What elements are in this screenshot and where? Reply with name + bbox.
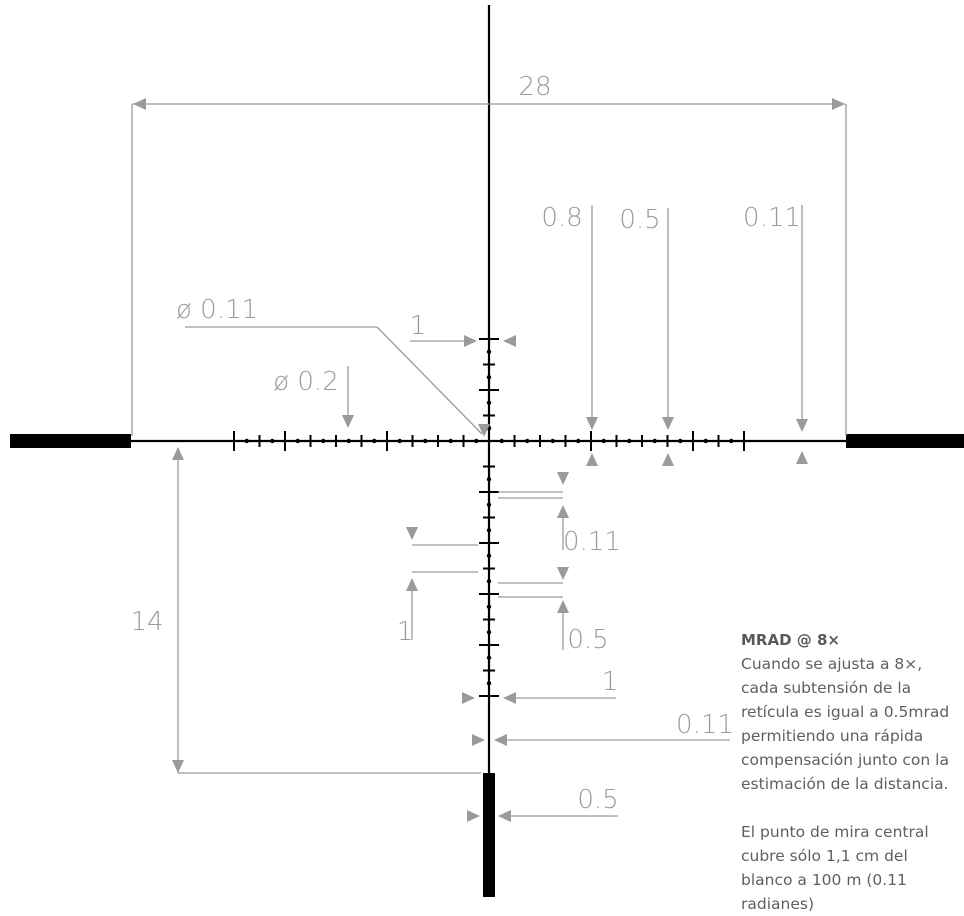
vertical-dot [486, 502, 492, 507]
vertical-dot [486, 553, 492, 558]
dimension-arrow [503, 335, 516, 347]
dimension-arrow [133, 98, 146, 110]
center-dot-diameter-label: ø 0.11 [176, 295, 258, 325]
dimension-lines [131, 103, 847, 817]
post-width-label: 0.5 [577, 785, 618, 815]
dimension-arrow [172, 760, 184, 773]
horizontal-dot [346, 438, 351, 444]
dot-spacing-label: 0.8 [541, 203, 582, 233]
horizontal-dot [576, 438, 581, 444]
dimension-arrow [467, 810, 480, 822]
horizontal-dot [499, 438, 504, 444]
horizontal-dot [525, 438, 530, 444]
dimension-arrow [406, 578, 418, 591]
dimension-arrow [342, 415, 354, 428]
dimension-arrow [498, 810, 511, 822]
horizontal-dot [550, 438, 555, 444]
vertical-dot [486, 349, 492, 354]
bottom-thick-post [483, 773, 495, 897]
horizontal-dot [321, 438, 326, 444]
horizontal-dot [372, 438, 377, 444]
left-thick-post [10, 434, 131, 448]
vertical-dot [486, 400, 492, 405]
dimension-arrow [464, 335, 477, 347]
horizontal-dot [295, 438, 300, 444]
tick-spacing-label: 0.5 [619, 205, 660, 235]
vertical-dot [486, 681, 492, 686]
dimension-arrow [494, 734, 507, 746]
line-thickness-right-label: 0.11 [743, 203, 801, 233]
horizontal-dot [423, 438, 428, 444]
dimension-arrow [557, 472, 569, 485]
horizontal-dot [729, 438, 734, 444]
line-thickness-bottom-label: 0.11 [676, 710, 734, 740]
vertical-dot [486, 604, 492, 609]
horizontal-dot [652, 438, 657, 444]
vertical-dot [486, 375, 492, 380]
dimension-arrow [503, 692, 516, 704]
horizontal-dot [474, 438, 479, 444]
horizontal-dot [448, 438, 453, 444]
horizontal-dot [601, 438, 606, 444]
dimension-arrow [462, 692, 475, 704]
dimension-arrow [557, 567, 569, 580]
center-dot-leader-diagonal [376, 326, 483, 435]
info-paragraph-2: El punto de mira central cubre sólo 1,1 … [741, 823, 929, 913]
vertical-dot [486, 655, 492, 660]
dimension-arrow [662, 417, 674, 430]
dimension-arrow [557, 505, 569, 518]
bottom-tick-width-label: 1 [602, 667, 619, 697]
vertical-tick-height-label: 1 [397, 617, 414, 647]
vertical-dot [486, 528, 492, 533]
vertical-dot [486, 630, 492, 635]
horizontal-dot [703, 438, 708, 444]
total-width-label: 28 [518, 72, 551, 102]
reticle-lines [10, 5, 964, 897]
horizontal-dot [244, 438, 249, 444]
horizontal-dot [270, 438, 275, 444]
lower-post-distance-label: 14 [130, 607, 163, 637]
horizontal-dot [627, 438, 632, 444]
right-thick-post [846, 434, 964, 448]
vertical-tick-width-label: 1 [410, 311, 427, 341]
dimension-arrow [796, 419, 808, 432]
vertical-gap-small-label: 0.11 [563, 527, 621, 557]
dimension-arrow [586, 453, 598, 466]
dimension-arrow [172, 447, 184, 460]
dimension-arrow [832, 98, 845, 110]
horizontal-dot [678, 438, 683, 444]
vertical-dot [486, 477, 492, 482]
info-heading: MRAD @ 8× [741, 631, 840, 649]
info-panel: MRAD @ 8× Cuando se ajusta a 8×, cada su… [741, 628, 964, 916]
dimension-arrow [586, 417, 598, 430]
dimension-arrow [406, 527, 418, 540]
dimension-arrow [557, 600, 569, 613]
vertical-gap-half-label: 0.5 [567, 625, 608, 655]
dimension-arrow [662, 453, 674, 466]
vertical-dot [486, 579, 492, 584]
dimension-arrow [796, 451, 808, 464]
dimension-arrow [472, 734, 485, 746]
info-paragraph-1: Cuando se ajusta a 8×, cada subtensión d… [741, 655, 950, 793]
dimension-arrows [133, 98, 845, 822]
reticle-diagram: 28 0.8 0.5 0.11 ø 0.11 ø 0.2 1 0.11 1 0.… [10, 5, 964, 897]
horizontal-dot [397, 438, 402, 444]
center-dot-arrow [478, 424, 490, 437]
dot-diameter-label: ø 0.2 [273, 367, 339, 397]
